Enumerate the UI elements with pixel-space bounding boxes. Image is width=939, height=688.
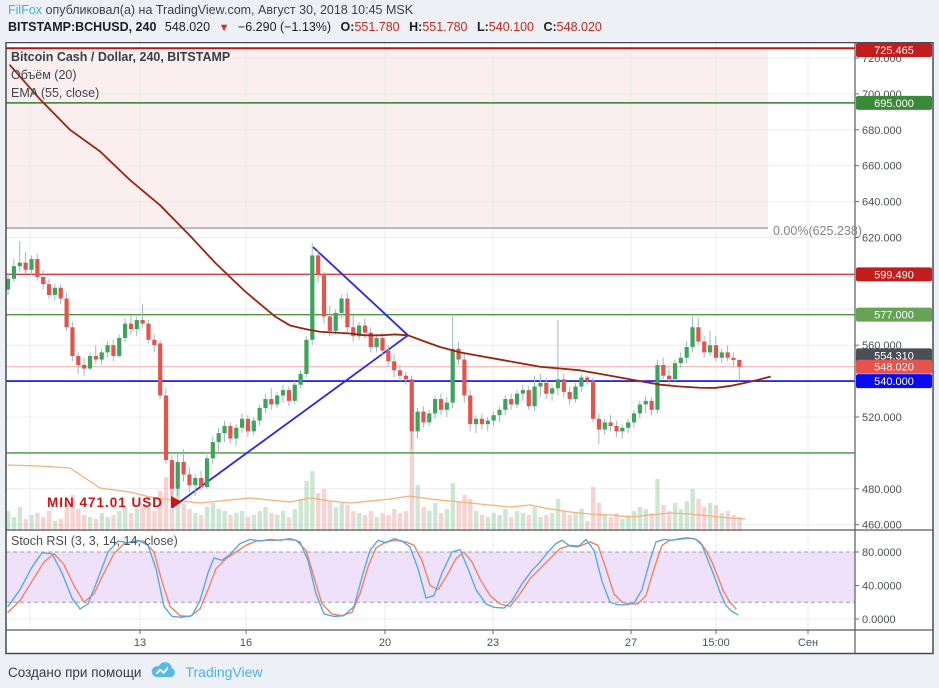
svg-text:23: 23 bbox=[487, 637, 499, 649]
svg-text:599.490: 599.490 bbox=[874, 269, 914, 281]
author-link[interactable]: FilFox bbox=[8, 3, 43, 17]
min-price-annotation[interactable]: MIN 471.01 USD bbox=[47, 495, 183, 510]
svg-text:695.000: 695.000 bbox=[874, 98, 914, 110]
svg-text:554.310: 554.310 bbox=[874, 350, 914, 362]
open-value: 551.780 bbox=[354, 20, 400, 34]
published-line: FilFox опубликовал(а) на TradingView.com… bbox=[8, 3, 413, 17]
right-arrow-icon bbox=[171, 496, 183, 508]
stoch-rsi-legend[interactable]: Stoch RSI (3, 3, 14, 14, close) bbox=[11, 534, 178, 548]
svg-text:640.000: 640.000 bbox=[862, 197, 902, 209]
svg-text:548.020: 548.020 bbox=[874, 362, 914, 374]
tradingview-brand-link[interactable]: TradingView bbox=[185, 664, 263, 680]
svg-text:577.000: 577.000 bbox=[874, 310, 914, 322]
svg-text:27: 27 bbox=[625, 637, 637, 649]
svg-text:725.465: 725.465 bbox=[874, 45, 914, 57]
symbol-line: BITSTAMP:BCHUSD, 240 548.020 ▼ −6.290 (−… bbox=[8, 20, 602, 34]
tradingview-logo-icon[interactable] bbox=[150, 661, 176, 684]
legend-symbol-title[interactable]: Bitcoin Cash / Dollar, 240, BITSTAMP bbox=[11, 50, 231, 64]
svg-text:0.0000: 0.0000 bbox=[862, 614, 896, 626]
svg-text:520.000: 520.000 bbox=[862, 412, 902, 424]
price-change: −6.290 (−1.13%) bbox=[237, 20, 332, 34]
chart-legend[interactable]: Bitcoin Cash / Dollar, 240, BITSTAMP Объ… bbox=[11, 48, 230, 102]
low-label: L: bbox=[476, 20, 489, 34]
high-value: 551.780 bbox=[422, 20, 468, 34]
published-text: опубликовал(а) на TradingView.com, Авгус… bbox=[42, 3, 414, 17]
close-label: C: bbox=[543, 20, 557, 34]
snapshot-footer: Создано при помощи TradingView bbox=[8, 658, 263, 686]
svg-text:Сен: Сен bbox=[798, 637, 818, 649]
svg-text:480.000: 480.000 bbox=[862, 484, 902, 496]
legend-ema-study[interactable]: EMA (55, close) bbox=[11, 86, 100, 100]
svg-text:460.000: 460.000 bbox=[862, 520, 902, 532]
svg-text:20: 20 bbox=[379, 637, 391, 649]
svg-text:13: 13 bbox=[134, 637, 146, 649]
svg-text:15:00: 15:00 bbox=[702, 637, 730, 649]
svg-text:680.000: 680.000 bbox=[862, 125, 902, 137]
svg-text:620.000: 620.000 bbox=[862, 233, 902, 245]
high-label: H: bbox=[409, 20, 423, 34]
fib-level-label[interactable]: 0.00%(625.238) bbox=[773, 224, 862, 238]
down-triangle-icon: ▼ bbox=[218, 22, 230, 34]
last-price: 548.020 bbox=[164, 20, 211, 34]
open-label: O: bbox=[340, 20, 355, 34]
candlestick-chart[interactable]: 720.000700.000680.000660.000640.000620.0… bbox=[0, 42, 939, 655]
svg-text:660.000: 660.000 bbox=[862, 161, 902, 173]
legend-volume-study[interactable]: Объём (20) bbox=[11, 68, 77, 82]
svg-text:80.0000: 80.0000 bbox=[862, 547, 902, 559]
created-with-text: Создано при помощи bbox=[8, 664, 142, 680]
snapshot-header: FilFox опубликовал(а) на TradingView.com… bbox=[0, 0, 939, 42]
min-price-text: MIN 471.01 USD bbox=[47, 495, 164, 510]
close-value: 548.020 bbox=[556, 20, 602, 34]
svg-text:16: 16 bbox=[240, 637, 252, 649]
svg-text:540.000: 540.000 bbox=[874, 376, 914, 388]
svg-text:40.0000: 40.0000 bbox=[862, 581, 902, 593]
symbol-name[interactable]: BITSTAMP:BCHUSD, 240 bbox=[8, 20, 157, 34]
low-value: 540.100 bbox=[488, 20, 534, 34]
